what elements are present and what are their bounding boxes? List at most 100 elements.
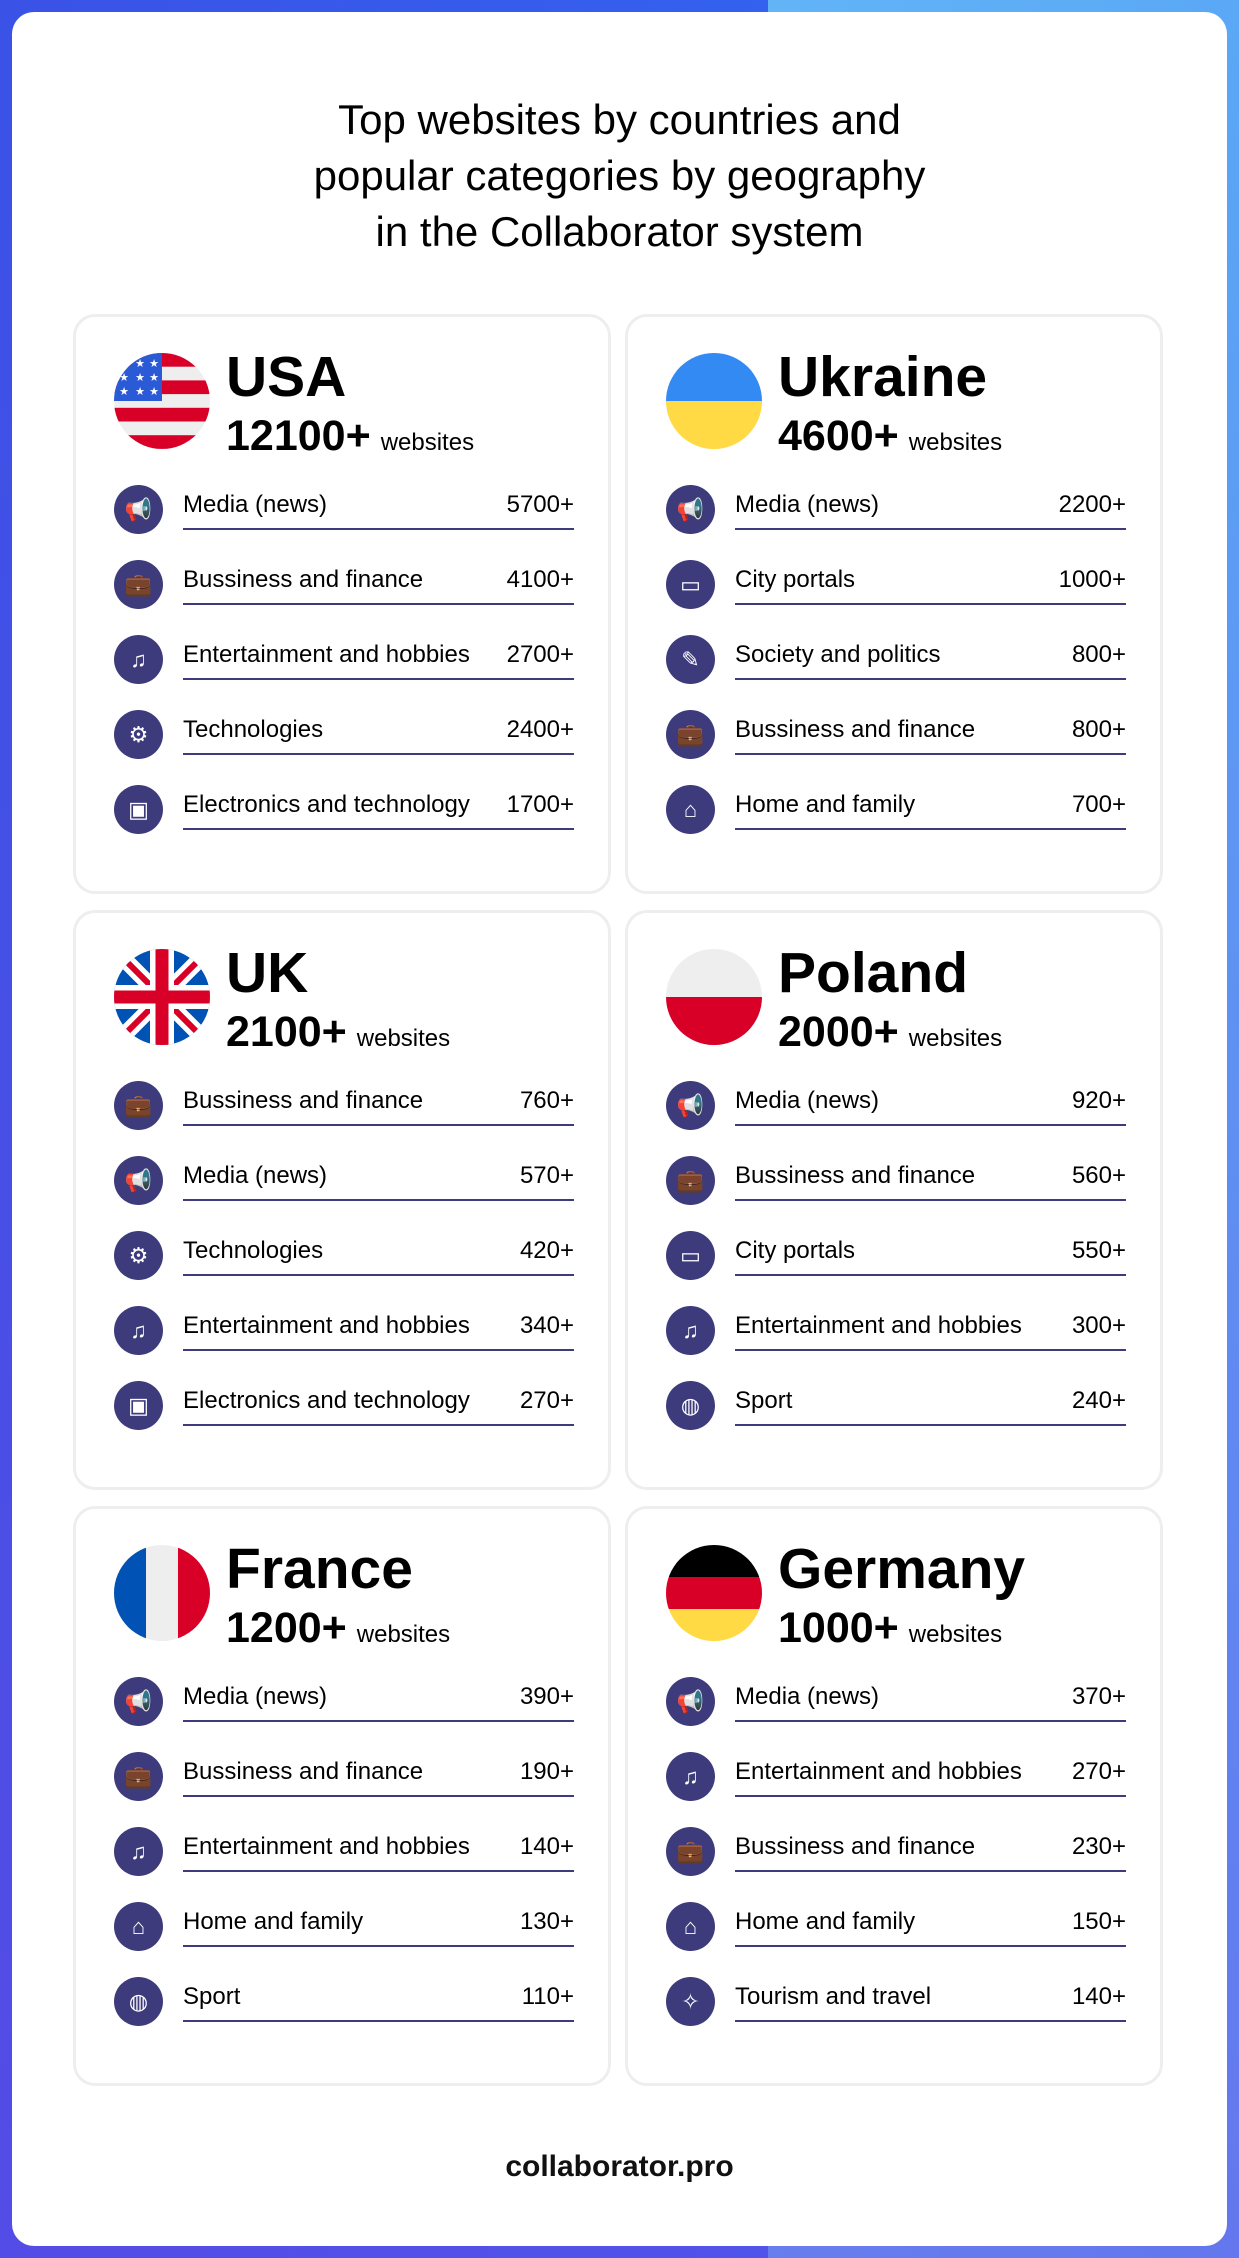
divider xyxy=(735,1720,1126,1722)
category-label: Bussiness and finance xyxy=(735,1162,976,1189)
briefcase-icon: 💼 xyxy=(666,1156,715,1205)
category-label: Media (news) xyxy=(735,491,880,518)
category-label: Home and family xyxy=(735,1908,916,1935)
category-row: ⌂ Home and family 700+ xyxy=(666,785,1126,835)
chip-icon: ▣ xyxy=(114,785,163,834)
category-value: 140+ xyxy=(1071,1983,1126,2010)
category-row: ▭ City portals 550+ xyxy=(666,1231,1126,1281)
divider xyxy=(735,1274,1126,1276)
category-value: 4100+ xyxy=(506,566,574,593)
svg-text:★: ★ xyxy=(119,358,129,370)
category-label: City portals xyxy=(735,1237,856,1264)
count-value: 1000+ xyxy=(778,1604,899,1652)
category-label: Bussiness and finance xyxy=(735,1833,976,1860)
title-line: Top websites by countries and xyxy=(338,96,901,143)
category-row: 📢 Media (news) 920+ xyxy=(666,1081,1126,1131)
compass-icon: ✧ xyxy=(666,1977,715,2026)
category-row: 💼 Bussiness and finance 760+ xyxy=(114,1081,574,1131)
divider xyxy=(735,1795,1126,1797)
svg-text:★: ★ xyxy=(149,358,159,370)
category-row: ⚙ Technologies 420+ xyxy=(114,1231,574,1281)
website-count: 2100+ websites xyxy=(226,1007,450,1064)
country-card-germany: Germany 1000+ websites 📢 Media (news) 370… xyxy=(625,1506,1163,2086)
category-row: ▭ City portals 1000+ xyxy=(666,560,1126,610)
divider xyxy=(183,2020,574,2022)
divider xyxy=(183,1274,574,1276)
website-count: 2000+ websites xyxy=(778,1007,1002,1064)
category-row: ▣ Electronics and technology 1700+ xyxy=(114,785,574,835)
svg-text:★: ★ xyxy=(135,358,145,370)
category-label: Entertainment and hobbies xyxy=(183,641,470,668)
category-row: ✎ Society and politics 800+ xyxy=(666,635,1126,685)
count-unit: websites xyxy=(908,1621,1003,1648)
category-label: City portals xyxy=(735,566,856,593)
category-value: 420+ xyxy=(519,1237,574,1264)
category-row: ♫ Entertainment and hobbies 2700+ xyxy=(114,635,574,685)
entertainment-icon: ♫ xyxy=(114,1306,163,1355)
megaphone-icon: 📢 xyxy=(666,1677,715,1726)
divider xyxy=(183,753,574,755)
website-count: 1000+ websites xyxy=(778,1603,1002,1660)
usa-flag-icon: ★ ★ ★ ★ ★ ★ ★ ★ ★ xyxy=(114,353,210,449)
divider xyxy=(735,528,1126,530)
svg-text:★: ★ xyxy=(135,386,145,398)
count-value: 4600+ xyxy=(778,412,899,460)
category-label: Sport xyxy=(183,1983,241,2010)
category-row: 💼 Bussiness and finance 560+ xyxy=(666,1156,1126,1206)
entertainment-icon: ♫ xyxy=(114,1827,163,1876)
category-row: 💼 Bussiness and finance 800+ xyxy=(666,710,1126,760)
divider xyxy=(735,2020,1126,2022)
divider xyxy=(183,828,574,830)
page-title: Top websites by countries and popular ca… xyxy=(12,92,1227,260)
category-value: 800+ xyxy=(1071,641,1126,668)
category-value: 760+ xyxy=(519,1087,574,1114)
category-value: 300+ xyxy=(1071,1312,1126,1339)
count-unit: websites xyxy=(908,1025,1003,1052)
france-flag-icon xyxy=(114,1545,210,1641)
category-row: 💼 Bussiness and finance 230+ xyxy=(666,1827,1126,1877)
category-value: 270+ xyxy=(519,1387,574,1414)
browser-window-icon: ▭ xyxy=(666,560,715,609)
category-value: 240+ xyxy=(1071,1387,1126,1414)
title-line: popular categories by geography xyxy=(313,152,926,199)
category-label: Society and politics xyxy=(735,641,941,668)
chip-icon: ▣ xyxy=(114,1381,163,1430)
count-value: 2100+ xyxy=(226,1008,347,1056)
country-name: France xyxy=(226,1537,413,1601)
divider xyxy=(735,678,1126,680)
category-row: 📢 Media (news) 570+ xyxy=(114,1156,574,1206)
category-label: Media (news) xyxy=(183,1162,328,1189)
divider xyxy=(735,1349,1126,1351)
category-row: ⌂ Home and family 150+ xyxy=(666,1902,1126,1952)
divider xyxy=(735,753,1126,755)
divider xyxy=(183,1870,574,1872)
category-value: 560+ xyxy=(1071,1162,1126,1189)
home-family-icon: ⌂ xyxy=(114,1902,163,1951)
category-row: ♫ Entertainment and hobbies 270+ xyxy=(666,1752,1126,1802)
category-value: 1000+ xyxy=(1058,566,1126,593)
category-label: Technologies xyxy=(183,1237,324,1264)
svg-text:★: ★ xyxy=(135,372,145,384)
svg-text:★: ★ xyxy=(119,386,129,398)
category-row: 📢 Media (news) 390+ xyxy=(114,1677,574,1727)
megaphone-icon: 📢 xyxy=(666,485,715,534)
entertainment-icon: ♫ xyxy=(666,1752,715,1801)
category-label: Media (news) xyxy=(183,1683,328,1710)
category-label: Home and family xyxy=(735,791,916,818)
category-label: Entertainment and hobbies xyxy=(183,1312,470,1339)
briefcase-icon: 💼 xyxy=(114,1752,163,1801)
count-unit: websites xyxy=(356,1621,451,1648)
category-label: Bussiness and finance xyxy=(735,716,976,743)
category-row: ▣ Electronics and technology 270+ xyxy=(114,1381,574,1431)
category-value: 5700+ xyxy=(506,491,574,518)
uk-flag-icon xyxy=(114,949,210,1045)
category-label: Bussiness and finance xyxy=(183,566,424,593)
category-label: Entertainment and hobbies xyxy=(183,1833,470,1860)
country-name: UK xyxy=(226,941,309,1005)
divider xyxy=(735,603,1126,605)
document-pen-icon: ✎ xyxy=(666,635,715,684)
country-name: Poland xyxy=(778,941,969,1005)
entertainment-icon: ♫ xyxy=(666,1306,715,1355)
divider xyxy=(183,603,574,605)
category-label: Sport xyxy=(735,1387,793,1414)
